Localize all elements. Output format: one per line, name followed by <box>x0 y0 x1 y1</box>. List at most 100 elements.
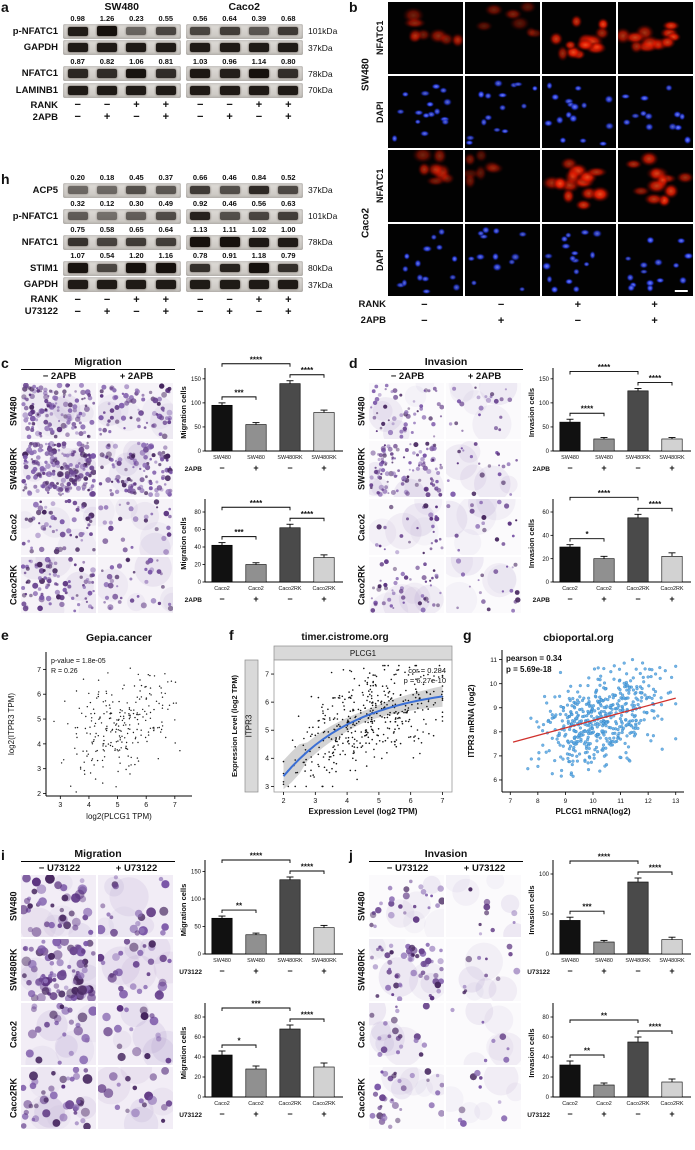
stained-cell <box>428 416 433 421</box>
dapi-micrograph <box>618 224 693 296</box>
data-point <box>587 711 591 715</box>
stained-cell <box>37 505 44 511</box>
stained-cell <box>31 1117 36 1122</box>
stained-cell <box>44 460 48 464</box>
row-label-col: SW480 SW480RK Caco2 Caco2RK <box>8 875 19 1129</box>
stained-cell <box>59 482 65 487</box>
data-point <box>575 698 579 702</box>
data-point <box>387 713 389 716</box>
assay-image-block: Migration − U73122 + U73122 SW480 SW480RK Cac… <box>8 848 175 1129</box>
data-point <box>373 748 375 751</box>
stained-cell <box>388 967 392 971</box>
data-point <box>94 736 97 738</box>
data-point <box>331 785 334 788</box>
stained-cell <box>643 192 665 206</box>
data-point <box>393 712 396 714</box>
stained-cell <box>117 480 120 484</box>
stained-cell <box>119 596 123 600</box>
stained-cell <box>52 568 58 574</box>
stained-cell <box>469 455 473 459</box>
stained-cell <box>125 1075 131 1082</box>
stained-cell <box>418 884 424 890</box>
data-point <box>161 704 164 706</box>
data-point <box>633 692 637 696</box>
band-value: 1.26 <box>99 14 115 23</box>
x-category-label: SW480 <box>247 455 265 461</box>
assay-micrograph <box>369 499 444 555</box>
stained-cell <box>498 428 502 432</box>
treatment-name: 2APB <box>185 466 203 473</box>
data-point <box>338 736 341 738</box>
stained-cell <box>50 501 56 507</box>
data-point <box>420 702 423 705</box>
stained-cell <box>430 894 433 898</box>
stained-cell <box>438 492 443 497</box>
band-values: 0.32 0.12 0.30 0.49 <box>63 199 181 208</box>
stained-cell <box>159 954 167 963</box>
data-point <box>598 769 602 773</box>
stained-cell <box>79 1055 89 1065</box>
stained-cell <box>83 397 86 400</box>
stained-cell <box>509 493 513 496</box>
band-value: 1.02 <box>251 225 267 234</box>
stained-cell <box>409 578 412 581</box>
stained-cell <box>67 402 73 408</box>
y-tick-label: 150 <box>191 377 202 383</box>
stained-cell <box>147 958 155 965</box>
y-tick-label: 40 <box>542 534 549 540</box>
data-point <box>626 745 631 749</box>
data-point <box>390 741 393 743</box>
stained-cell <box>78 411 83 416</box>
stained-cell <box>413 1038 419 1044</box>
nucleus <box>517 231 528 238</box>
stained-cell <box>481 521 485 525</box>
data-point <box>122 715 125 717</box>
nucleus <box>439 87 448 94</box>
stained-cell <box>59 601 65 608</box>
stained-cell <box>83 907 93 917</box>
data-point <box>105 745 107 747</box>
stained-cell <box>158 978 167 987</box>
nucleus <box>573 85 582 92</box>
stained-cell <box>59 465 65 471</box>
stained-cell <box>53 516 57 521</box>
nucleus <box>465 134 475 141</box>
data-point <box>595 739 599 743</box>
panel-c-content: Migration − 2APB + 2APB SW480 SW480RK Caco2 Ca… <box>0 356 347 628</box>
data-point <box>98 691 100 693</box>
stained-cell <box>462 984 467 989</box>
band-values: 0.98 1.26 0.23 0.55 <box>63 14 181 23</box>
data-point <box>135 736 137 738</box>
data-point <box>324 753 326 755</box>
data-point <box>618 708 622 712</box>
nucleus <box>419 90 431 97</box>
treatment-sign: + <box>669 594 674 604</box>
data-point <box>674 664 678 668</box>
antibody-label: NFATC1 <box>21 68 58 79</box>
data-point <box>317 726 320 728</box>
protein-band <box>155 26 176 36</box>
data-point <box>537 757 541 761</box>
data-point <box>653 689 658 694</box>
stained-cell <box>29 593 33 598</box>
blot-strip <box>63 40 181 55</box>
data-point <box>411 673 414 675</box>
nucleus <box>645 122 655 132</box>
treatment-sign: + <box>253 594 258 604</box>
stained-cell <box>407 955 415 963</box>
data-point <box>93 725 96 727</box>
row-label: Caco2RK <box>8 1078 19 1119</box>
x-category-label: Caco2 <box>214 586 230 592</box>
stained-cell <box>81 412 86 417</box>
stained-cell <box>38 977 43 982</box>
stained-cell <box>157 601 162 606</box>
treatment-name: RANK <box>30 294 58 305</box>
data-point <box>308 726 311 729</box>
treatment-sign: − <box>287 594 292 604</box>
data-point <box>102 745 104 747</box>
x-category-label: SW480RK <box>625 455 651 461</box>
data-point <box>431 680 433 682</box>
stained-cell <box>155 480 159 484</box>
nucleus <box>477 90 485 99</box>
